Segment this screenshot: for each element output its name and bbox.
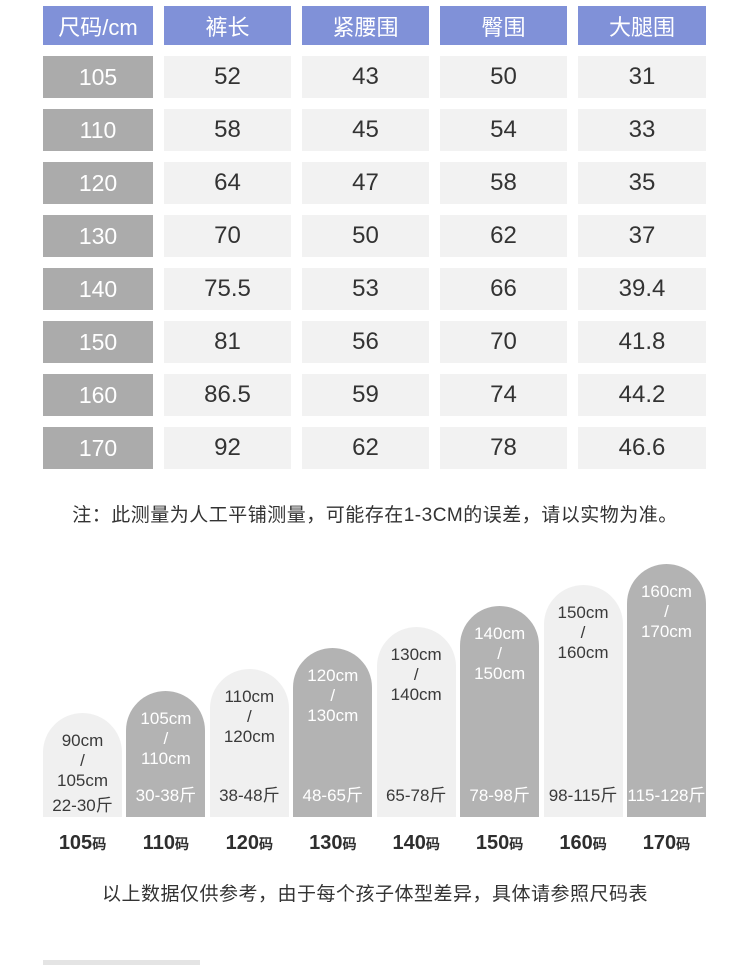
value-cell: 58 bbox=[440, 162, 567, 204]
value-cell: 70 bbox=[440, 321, 567, 363]
value-cell: 53 bbox=[302, 268, 429, 310]
reference-note: 以上数据仅供参考，由于每个孩子体型差异，具体请参照尺码表 bbox=[101, 884, 648, 905]
height-weight-bar-chart: 90cm/105cm 22-30斤 105cm/110cm 30-38斤 110cm/1… bbox=[0, 564, 750, 855]
height-range-label: 150cm/160cm bbox=[557, 603, 609, 662]
row-size-cell: 120 bbox=[43, 162, 153, 204]
size-range-bar: 140cm/150cm 78-98斤 bbox=[460, 606, 540, 817]
row-size-cell: 150 bbox=[43, 321, 153, 363]
value-cell: 70 bbox=[164, 215, 291, 257]
value-cell: 46.6 bbox=[578, 427, 706, 469]
value-cell: 43 bbox=[302, 56, 429, 98]
value-cell: 33 bbox=[578, 109, 706, 151]
height-range-label: 90cm/105cm bbox=[56, 731, 109, 790]
value-cell: 62 bbox=[440, 215, 567, 257]
value-cell: 59 bbox=[302, 374, 429, 416]
weight-range-label: 98-115斤 bbox=[548, 786, 618, 805]
row-size-cell: 130 bbox=[43, 215, 153, 257]
height-range-label: 110cm/120cm bbox=[223, 687, 275, 746]
value-cell: 56 bbox=[302, 321, 429, 363]
value-cell: 44.2 bbox=[578, 374, 706, 416]
value-cell: 66 bbox=[440, 268, 567, 310]
size-code-row: 105码 110码 120码 130码 140码 150码 160码 170码 bbox=[43, 832, 706, 855]
size-measurement-table: 尺码/cm 裤长 紧腰围 臀围 大腿围 105 52 43 50 31 110 58 45 54 33 120… bbox=[43, 6, 750, 469]
table-header-cell: 臀围 bbox=[440, 6, 567, 45]
weight-range-label: 78-98斤 bbox=[469, 786, 530, 805]
size-range-bar: 160cm/170cm 115-128斤 bbox=[626, 564, 706, 817]
weight-range-label: 65-78斤 bbox=[385, 786, 447, 805]
value-cell: 52 bbox=[164, 56, 291, 98]
size-code-label: 130码 bbox=[309, 832, 357, 854]
weight-range-label: 38-48斤 bbox=[219, 786, 280, 805]
size-range-bar: 105cm/110cm 30-38斤 bbox=[126, 691, 206, 817]
weight-range-label: 30-38斤 bbox=[135, 786, 197, 805]
value-cell: 45 bbox=[302, 109, 429, 151]
weight-range-label: 115-128斤 bbox=[627, 786, 706, 805]
size-range-bar: 150cm/160cm 98-115斤 bbox=[543, 585, 623, 817]
value-cell: 78 bbox=[440, 427, 567, 469]
value-cell: 74 bbox=[440, 374, 567, 416]
value-cell: 64 bbox=[164, 162, 291, 204]
value-cell: 50 bbox=[302, 215, 429, 257]
size-range-bar: 110cm/120cm 38-48斤 bbox=[209, 669, 289, 817]
size-code-label: 170码 bbox=[642, 832, 691, 854]
weight-range-label: 48-65斤 bbox=[302, 786, 363, 805]
value-cell: 37 bbox=[578, 215, 706, 257]
height-range-label: 120cm/130cm bbox=[307, 666, 359, 725]
size-range-bar: 90cm/105cm 22-30斤 bbox=[43, 713, 122, 817]
value-cell: 31 bbox=[578, 56, 706, 98]
weight-range-label: 22-30斤 bbox=[52, 796, 113, 815]
size-code-label: 105码 bbox=[58, 832, 107, 854]
measurement-note: 注：此测量为人工平铺测量，可能存在1-3CM的误差，请以实物为准。 bbox=[72, 505, 678, 526]
value-cell: 47 bbox=[302, 162, 429, 204]
value-cell: 35 bbox=[578, 162, 706, 204]
bar-area: 90cm/105cm 22-30斤 105cm/110cm 30-38斤 110cm/1… bbox=[43, 564, 706, 817]
size-code-label: 140码 bbox=[392, 832, 440, 854]
size-code-label: 110码 bbox=[142, 832, 190, 854]
height-range-label: 140cm/150cm bbox=[474, 624, 526, 683]
size-code-label: 120码 bbox=[225, 832, 274, 854]
height-range-label: 130cm/140cm bbox=[390, 645, 442, 704]
value-cell: 81 bbox=[164, 321, 291, 363]
row-size-cell: 110 bbox=[43, 109, 153, 151]
value-cell: 39.4 bbox=[578, 268, 706, 310]
table-header-cell: 大腿围 bbox=[578, 6, 706, 45]
height-range-label: 160cm/170cm bbox=[640, 582, 692, 641]
row-size-cell: 170 bbox=[43, 427, 153, 469]
value-cell: 75.5 bbox=[164, 268, 291, 310]
row-size-cell: 140 bbox=[43, 268, 153, 310]
size-chart-page: 尺码/cm 裤长 紧腰围 臀围 大腿围 105 52 43 50 31 110 58 45 54 33 120… bbox=[0, 6, 750, 965]
table-header-cell: 紧腰围 bbox=[302, 6, 429, 45]
size-code-label: 150码 bbox=[475, 832, 524, 854]
value-cell: 41.8 bbox=[578, 321, 706, 363]
value-cell: 58 bbox=[164, 109, 291, 151]
row-size-cell: 105 bbox=[43, 56, 153, 98]
value-cell: 86.5 bbox=[164, 374, 291, 416]
table-header-cell: 裤长 bbox=[164, 6, 291, 45]
size-code-label: 160码 bbox=[559, 832, 607, 854]
value-cell: 92 bbox=[164, 427, 291, 469]
value-cell: 62 bbox=[302, 427, 429, 469]
next-section-peek bbox=[43, 960, 200, 965]
value-cell: 50 bbox=[440, 56, 567, 98]
table-header-cell: 尺码/cm bbox=[43, 6, 153, 45]
row-size-cell: 160 bbox=[43, 374, 153, 416]
height-range-label: 105cm/110cm bbox=[140, 709, 192, 768]
value-cell: 54 bbox=[440, 109, 567, 151]
size-range-bar: 130cm/140cm 65-78斤 bbox=[376, 627, 456, 817]
size-range-bar: 120cm/130cm 48-65斤 bbox=[293, 648, 373, 817]
